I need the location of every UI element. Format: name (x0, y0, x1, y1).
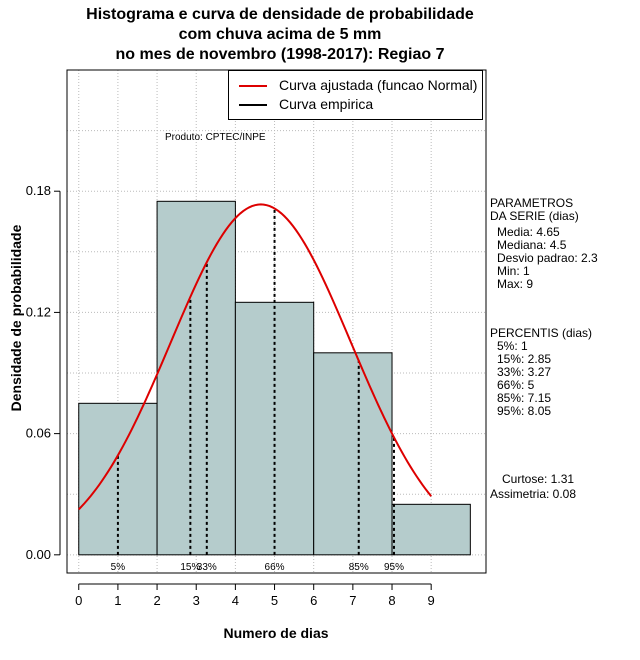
x-tick-label: 6 (310, 593, 317, 608)
params-heading1: PARAMETROS (490, 196, 574, 210)
legend-empirical: Curva empirica (239, 96, 373, 112)
percentis-heading: PERCENTIS (dias) (490, 326, 593, 340)
assimetria-value: Assimetria: 0.08 (490, 487, 577, 501)
y-tick-label: 0.00 (26, 547, 51, 562)
legend-fitted: Curva ajustada (funcao Normal) (239, 77, 477, 93)
legend-fitted-label: Curva ajustada (funcao Normal) (279, 77, 478, 93)
x-tick-label: 8 (388, 593, 395, 608)
histogram-bar (78, 402, 158, 556)
param-desvio: Desvio padrao: 2.3 (497, 251, 598, 265)
histogram-bar (391, 503, 471, 556)
legend-fitted-swatch (239, 85, 267, 88)
percentil-85: 85%: 7.15 (497, 391, 552, 405)
curtose-value: Curtose: 1.31 (502, 472, 575, 486)
legend-empirical-label: Curva empirica (279, 96, 374, 112)
chart-title-line3: no mes de novembro (1998-2017): Regiao 7 (115, 46, 445, 63)
percentil-5: 5%: 1 (497, 339, 528, 353)
legend-empirical-swatch (239, 104, 267, 107)
percentil-15: 15%: 2.85 (497, 352, 552, 366)
param-min: Min: 1 (497, 264, 530, 278)
percentil-66: 66%: 5 (497, 378, 535, 392)
x-tick-label: 2 (153, 593, 160, 608)
y-tick-label: 0.12 (26, 304, 51, 319)
x-axis-label: Numero de dias (223, 625, 329, 641)
percentile-label: 95% (384, 562, 404, 573)
percentile-label: 33% (197, 562, 217, 573)
x-tick-label: 3 (193, 593, 200, 608)
y-axis-label: Densidade de probabilidade (8, 224, 24, 412)
x-tick-label: 0 (75, 593, 82, 608)
legend: Curva ajustada (funcao Normal) Curva emp… (228, 70, 483, 120)
x-tick-label: 1 (114, 593, 121, 608)
percentile-label: 15% (180, 562, 200, 573)
percentile-label: 85% (349, 562, 369, 573)
param-media: Media: 4.65 (497, 225, 560, 239)
produto-label: Produto: CPTEC/INPE (165, 132, 266, 143)
histogram-bar (313, 352, 393, 556)
x-tick-label: 5 (271, 593, 278, 608)
fitted-normal-curve (78, 203, 432, 511)
chart-title-line2: com chuva acima de 5 mm (178, 26, 382, 43)
chart-title-line1: Histograma e curva de densidade de proba… (86, 6, 474, 23)
percentile-label: 66% (265, 562, 285, 573)
x-tick-label: 7 (349, 593, 356, 608)
y-tick-label: 0.18 (26, 183, 51, 198)
histogram-bar (156, 200, 236, 556)
x-tick-label: 9 (428, 593, 435, 608)
percentil-33: 33%: 3.27 (497, 365, 552, 379)
param-mediana: Mediana: 4.5 (497, 238, 567, 252)
x-tick-label: 4 (232, 593, 239, 608)
percentile-label: 5% (111, 562, 126, 573)
params-heading2: DA SERIE (dias) (490, 209, 579, 223)
percentil-95: 95%: 8.05 (497, 404, 552, 418)
param-max: Max: 9 (497, 277, 534, 291)
y-tick-label: 0.06 (26, 426, 51, 441)
